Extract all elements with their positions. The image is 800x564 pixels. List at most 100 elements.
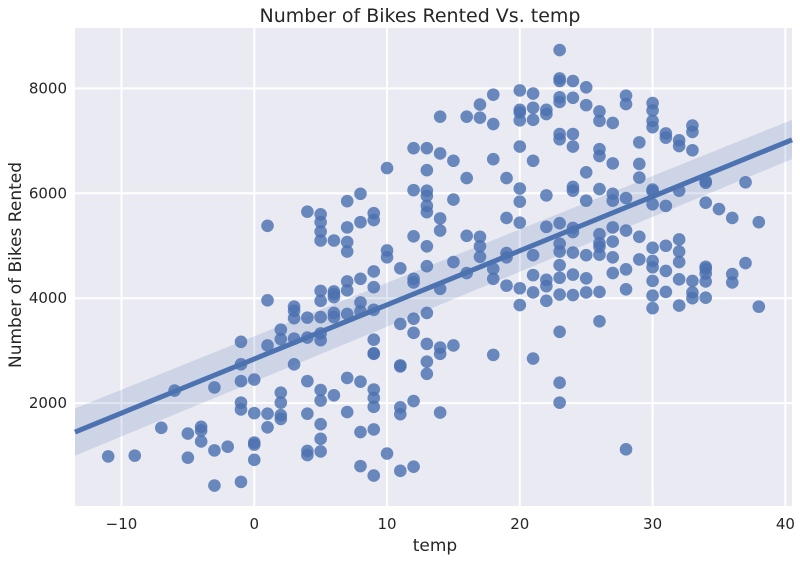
data-point <box>579 248 593 262</box>
y-tick-label: 4000 <box>29 289 67 307</box>
data-point <box>672 245 686 258</box>
x-tick-label: 30 <box>643 515 662 533</box>
data-point <box>606 116 620 130</box>
data-point <box>433 147 447 160</box>
data-point <box>247 373 261 386</box>
data-point <box>553 376 566 389</box>
data-point <box>234 335 248 349</box>
data-point <box>407 183 420 197</box>
x-tick-label: 0 <box>249 515 259 533</box>
data-point <box>394 262 407 275</box>
data-point <box>725 276 739 289</box>
data-point <box>155 421 168 435</box>
data-point <box>540 279 553 293</box>
data-point <box>181 427 195 440</box>
y-axis-title: Number of Bikes Rented <box>6 162 26 368</box>
data-point <box>234 403 248 416</box>
data-point <box>553 132 566 146</box>
data-point <box>380 250 394 264</box>
data-point <box>633 157 646 171</box>
data-point <box>340 235 354 249</box>
data-point <box>314 310 327 324</box>
data-point <box>473 111 487 125</box>
data-point <box>314 215 327 229</box>
data-points <box>101 43 766 492</box>
data-point <box>579 165 593 179</box>
data-point <box>526 352 540 365</box>
data-point <box>526 87 540 100</box>
regression-line <box>74 137 793 435</box>
data-point <box>672 299 686 312</box>
data-point <box>354 375 367 388</box>
data-point <box>261 420 274 434</box>
data-point <box>553 245 566 258</box>
x-tick-label: 20 <box>510 515 529 533</box>
data-point <box>646 104 659 117</box>
tick-labels: −10 0 10 20 30 40 2000 4000 6000 8000 <box>29 79 795 533</box>
data-point <box>340 245 354 258</box>
data-point <box>261 407 274 420</box>
data-point <box>420 306 434 320</box>
data-point <box>340 371 354 385</box>
data-point <box>646 289 659 302</box>
data-point <box>633 230 646 244</box>
data-point <box>340 284 354 297</box>
data-point <box>473 98 487 111</box>
data-point <box>287 358 301 371</box>
data-point <box>526 113 540 127</box>
data-point <box>659 131 673 144</box>
data-point <box>460 171 473 185</box>
data-point <box>460 229 473 243</box>
x-axis-title: temp <box>413 536 457 556</box>
data-point <box>540 220 553 234</box>
data-point <box>394 464 407 478</box>
data-point <box>314 383 327 397</box>
data-point <box>367 391 381 405</box>
data-point <box>579 80 593 94</box>
data-point <box>526 268 540 282</box>
data-point <box>340 221 354 234</box>
data-point <box>579 271 593 285</box>
data-point <box>699 176 712 190</box>
data-point <box>340 275 354 288</box>
data-point <box>354 215 367 229</box>
data-point <box>699 291 712 304</box>
data-point <box>486 152 500 166</box>
data-point <box>513 84 527 97</box>
data-point <box>752 300 766 313</box>
data-point <box>274 332 288 346</box>
data-point <box>247 453 261 467</box>
data-point <box>208 479 221 492</box>
data-point <box>659 199 673 213</box>
data-point <box>407 141 420 155</box>
data-point <box>699 275 712 288</box>
data-point <box>407 312 420 325</box>
data-point <box>526 248 540 262</box>
data-point <box>208 381 221 394</box>
data-point <box>394 407 407 421</box>
data-point <box>420 163 434 177</box>
data-point <box>553 271 566 285</box>
data-point <box>433 110 447 123</box>
data-point <box>513 298 527 312</box>
data-point <box>513 281 527 295</box>
data-point <box>593 114 606 128</box>
data-point <box>646 301 659 315</box>
data-point <box>486 117 500 131</box>
data-point <box>566 74 580 88</box>
data-point <box>566 268 580 281</box>
data-point <box>686 143 699 157</box>
data-point <box>500 171 513 185</box>
data-point <box>473 250 487 264</box>
data-point <box>327 290 341 304</box>
data-point <box>646 120 659 134</box>
data-point <box>646 197 659 211</box>
data-point <box>659 264 673 278</box>
data-point <box>739 256 752 270</box>
data-point <box>553 216 566 230</box>
data-point <box>486 88 500 101</box>
data-point <box>420 337 434 351</box>
data-point <box>420 189 434 203</box>
